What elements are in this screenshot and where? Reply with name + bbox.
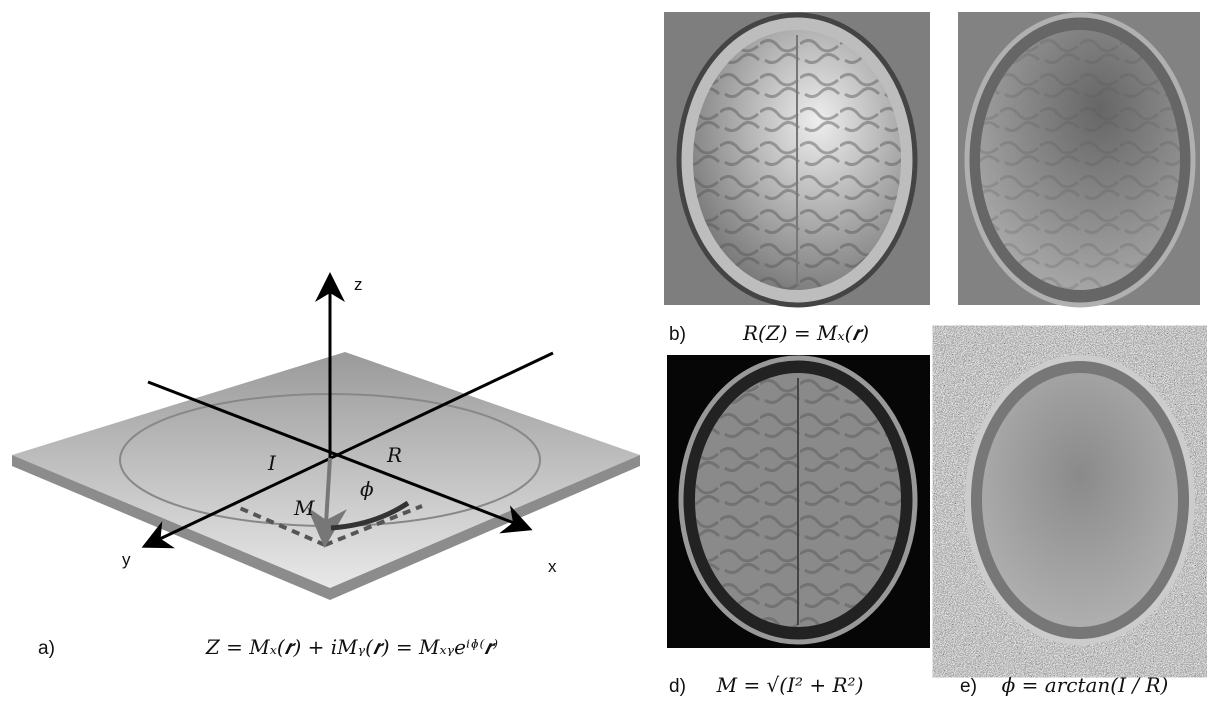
symbol: I — [267, 451, 277, 475]
plane — [12, 352, 640, 588]
panel-label: d) — [669, 676, 686, 697]
panel-d: d) M = √(I² + R²) — [667, 355, 930, 697]
axis-label: x — [548, 557, 557, 576]
axis-label: y — [122, 550, 131, 569]
panel-label: c) — [962, 324, 978, 345]
panel-e: e) ϕ = arctan(I / R) — [957, 355, 1200, 697]
symbol: M — [293, 496, 315, 520]
equation: R(Z) = Mₓ(𝒓) — [742, 321, 869, 345]
equation: I(Z) = Mᵧ(𝒓) — [1031, 321, 1151, 345]
equation: Z = Mₓ(𝒓) + iMᵧ(𝒓) = Mₓᵧeⁱᶲ⁽𝒓⁾ — [205, 635, 498, 659]
panel-label: e) — [960, 676, 977, 697]
symbol: ϕ — [360, 477, 374, 501]
complex-plane-diagram: z x y I R M ϕ a) Z = Mₓ(𝒓) + iMᵧ(𝒓) = Mₓ… — [12, 275, 640, 659]
panel-c: c) I(Z) = Mᵧ(𝒓) — [958, 12, 1200, 345]
panel-label: b) — [669, 324, 686, 345]
figure: z x y I R M ϕ a) Z = Mₓ(𝒓) + iMᵧ(𝒓) = Mₓ… — [0, 0, 1207, 706]
equation: M = √(I² + R²) — [716, 673, 864, 697]
axis-label: z — [354, 275, 363, 294]
symbol: R — [386, 443, 402, 467]
sulci — [980, 30, 1180, 290]
equation: ϕ = arctan(I / R) — [1002, 673, 1169, 697]
panel-label: a) — [38, 638, 55, 659]
panel-b: b) R(Z) = Mₓ(𝒓) — [664, 12, 930, 345]
brain — [982, 373, 1178, 627]
